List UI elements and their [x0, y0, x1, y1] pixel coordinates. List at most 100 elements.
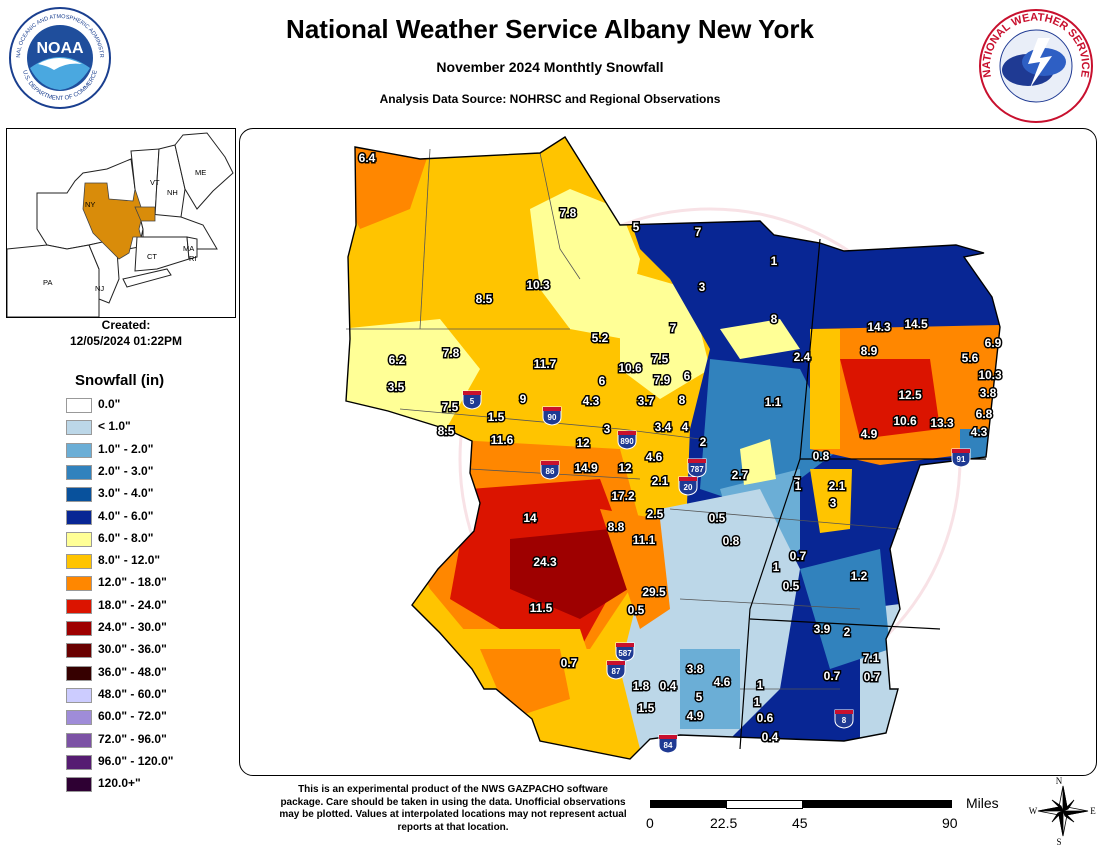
observation-value: 8: [679, 393, 686, 407]
legend-label: 18.0" - 24.0": [98, 597, 167, 612]
nws-logo: NATIONAL WEATHER SERVICE: [978, 8, 1094, 124]
observation-value: 6.4: [359, 151, 376, 165]
observation-value: 1: [754, 695, 761, 709]
legend-swatch: [66, 487, 92, 503]
legend-swatch: [66, 732, 92, 748]
legend-swatch: [66, 621, 92, 636]
compass-e: E: [1090, 806, 1096, 816]
legend-item: 12.0" - 18.0": [66, 573, 236, 592]
svg-text:5: 5: [470, 397, 475, 406]
observation-value: 0.5: [709, 511, 726, 525]
observation-value: 14: [523, 511, 537, 525]
legend-label: 96.0" - 120.0": [98, 753, 174, 768]
legend-swatch: [66, 754, 92, 770]
observation-value: 2.7: [732, 468, 749, 482]
legend-item: 72.0" - 96.0": [66, 730, 236, 748]
observation-value: 9: [520, 392, 527, 406]
inset-label-nj: NJ: [95, 284, 104, 293]
inset-label-vt: VT: [150, 178, 160, 187]
observation-value: 29.5: [642, 585, 666, 599]
observation-value: 3: [604, 422, 611, 436]
legend-swatch: [66, 687, 92, 703]
legend-title: Snowfall (in): [75, 372, 165, 389]
legend-item: 6.0" - 8.0": [66, 529, 236, 547]
legend-item: 48.0" - 60.0": [66, 685, 236, 703]
legend-item: 4.0" - 6.0": [66, 507, 236, 525]
observation-value: 0.7: [864, 670, 881, 684]
observation-value: 2: [844, 625, 851, 639]
observation-value: 1: [795, 479, 802, 493]
observation-value: 1: [773, 560, 780, 574]
scale-units: Miles: [966, 795, 999, 811]
observation-value: 6: [599, 374, 606, 388]
page-title: National Weather Service Albany New York: [286, 14, 814, 44]
observation-value: 10.6: [893, 414, 917, 428]
observation-value: 2.4: [794, 350, 811, 364]
legend-item: 60.0" - 72.0": [66, 707, 236, 726]
observation-value: 1.8: [633, 679, 650, 693]
scale-tick-90: 90: [942, 815, 958, 831]
observation-value: 3.9: [814, 622, 831, 636]
legend-swatch: [66, 420, 92, 436]
observation-value: 10.3: [526, 278, 550, 292]
observation-value: 3.8: [980, 386, 997, 400]
observation-value: 7.5: [442, 400, 459, 414]
county-boundaries: [346, 148, 901, 690]
compass-n: N: [1056, 776, 1063, 786]
legend-swatch: [66, 665, 92, 681]
observation-value: 3.4: [655, 420, 672, 434]
disclaimer-text: This is an experimental product of the N…: [279, 784, 627, 833]
observation-value: 17.2: [611, 489, 635, 503]
legend-item: 96.0" - 120.0": [66, 752, 236, 770]
legend-label: 72.0" - 96.0": [98, 731, 167, 746]
inset-label-ri: RI: [189, 254, 197, 263]
observation-value: 4.6: [646, 450, 663, 464]
observation-value: 10.3: [978, 368, 1002, 382]
legend-swatch: [66, 442, 92, 458]
interstate-shield-icon: 587: [615, 642, 635, 662]
legend-item: 24.0" - 30.0": [66, 618, 236, 636]
observation-value: 8: [771, 312, 778, 326]
svg-text:91: 91: [957, 455, 966, 464]
snowfall-map: 6.4 7.8 5 7 1 10.3 8.5 8 3 7 5.2 14.3 14.5 6.9 8.9 2.4 5…: [239, 128, 1097, 776]
observation-value: 1.2: [851, 569, 868, 583]
interstate-shield-icon: 787: [687, 458, 707, 478]
legend-label: 1.0" - 2.0": [98, 441, 154, 456]
observation-value: 7.8: [560, 206, 577, 220]
scale-tick-45: 45: [792, 815, 808, 831]
observation-value: 1: [771, 254, 778, 268]
interstate-shield-icon: 890: [617, 430, 637, 450]
observation-value: 10.6: [618, 361, 642, 375]
legend-swatch: [66, 509, 92, 525]
observation-value: 0.7: [790, 549, 807, 563]
observation-value: 2.5: [647, 507, 664, 521]
observation-value: 0.8: [723, 534, 740, 548]
legend-label: 36.0" - 48.0": [98, 664, 167, 679]
svg-text:8: 8: [842, 716, 847, 725]
scale-bar: [650, 800, 952, 810]
noaa-text: NOAA: [36, 40, 84, 57]
data-source-line: Analysis Data Source: NOHRSC and Regiona…: [379, 92, 721, 106]
observation-value: 7: [695, 225, 702, 239]
observation-value: 13.3: [930, 416, 954, 430]
observation-value: 3.5: [388, 380, 405, 394]
observation-value: 0.7: [824, 669, 841, 683]
legend-label: < 1.0": [98, 419, 131, 434]
observation-value: 7: [670, 321, 677, 335]
svg-text:86: 86: [546, 467, 555, 476]
legend-label: 4.0" - 6.0": [98, 508, 154, 523]
observation-value: 7.9: [654, 373, 671, 387]
observation-value: 4.9: [687, 709, 704, 723]
svg-text:20: 20: [684, 483, 693, 492]
compass-rose-icon: N S E W: [1028, 776, 1098, 847]
observation-value: 0.7: [561, 656, 578, 670]
compass-s: S: [1056, 837, 1061, 846]
observation-value: 6: [684, 369, 691, 383]
observation-value: 12: [576, 436, 590, 450]
observation-value: 14.3: [867, 320, 891, 334]
observation-value: 2.1: [829, 479, 846, 493]
svg-text:90: 90: [548, 413, 557, 422]
inset-label-ma: MA: [183, 244, 194, 253]
inset-label-pa: PA: [43, 278, 52, 287]
